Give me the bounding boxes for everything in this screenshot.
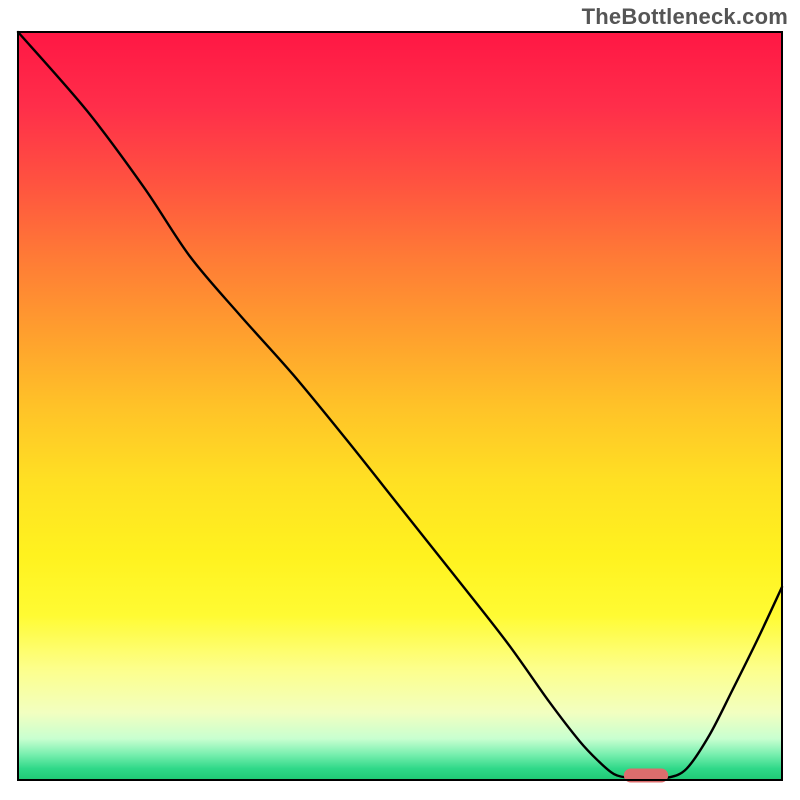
bottleneck-chart: TheBottleneck.com [0,0,800,800]
chart-svg [0,0,800,800]
gradient-background [18,32,782,780]
watermark-text: TheBottleneck.com [582,4,788,30]
